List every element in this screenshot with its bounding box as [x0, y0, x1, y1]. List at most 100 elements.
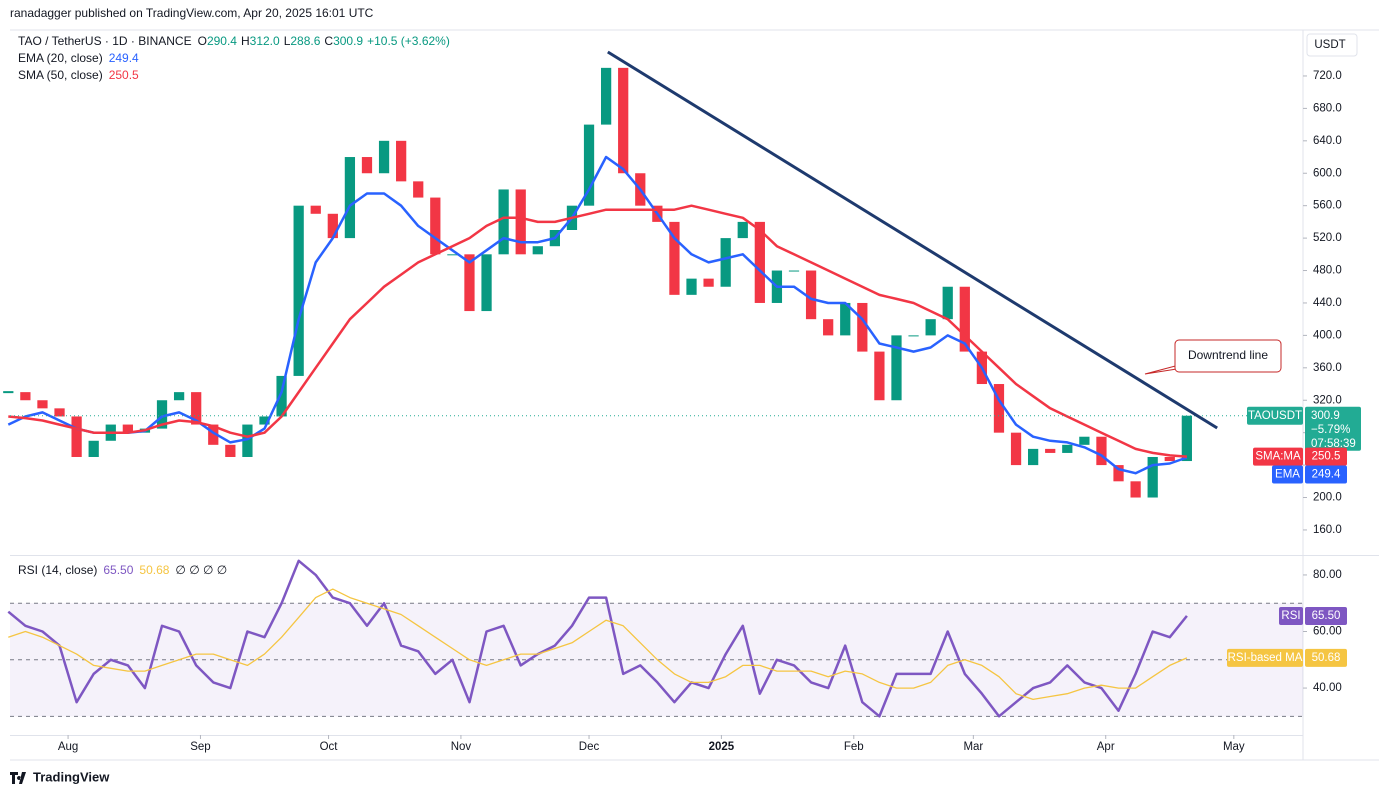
candle: [1010, 432, 1022, 466]
candle: [908, 335, 919, 337]
y-tick-label: 360.0: [1313, 362, 1342, 374]
candle: [498, 189, 509, 255]
ohlc-value: 290.4: [207, 34, 237, 48]
candle: [1181, 415, 1192, 462]
y-tick-label: 520.0: [1313, 232, 1342, 244]
candle: [686, 278, 697, 295]
candle: [515, 189, 526, 255]
candle: [1096, 436, 1107, 466]
ma-legend: EMA (20, close) 249.4: [18, 51, 139, 65]
ohlc-value: 312.0: [250, 34, 280, 48]
candle: [430, 197, 441, 255]
main-legend: TAO / TetherUS · 1D · BINANCE O290.4 H312.…: [18, 34, 450, 48]
x-tick-label: Sep: [190, 741, 210, 753]
candle: [88, 440, 99, 457]
candle: [703, 278, 714, 287]
currency-button[interactable]: [1306, 33, 1358, 57]
ma-line: [7, 155, 1188, 475]
candle: [378, 140, 390, 174]
y-tick-label: 400.0: [1313, 329, 1342, 341]
candle: [54, 408, 65, 417]
trendline: [607, 50, 1218, 430]
candle: [805, 270, 817, 320]
x-tick-label: Dec: [579, 741, 600, 753]
candle: [583, 124, 595, 206]
ohlc-key: O: [198, 34, 207, 48]
currency: USDT: [1314, 39, 1345, 51]
x-tick-label: 2025: [709, 741, 735, 753]
y-tick-label: 640.0: [1313, 135, 1342, 147]
ma-value-tag-box: [1305, 465, 1347, 484]
candle: [720, 238, 731, 287]
candle: [327, 213, 338, 239]
candle: [71, 416, 82, 457]
x-tick-label: Oct: [320, 741, 339, 753]
y-tick-label: 160.0: [1313, 524, 1342, 536]
ma-line: [8, 204, 1187, 458]
y-tick-label: 720.0: [1313, 70, 1342, 82]
ohlc-value: 288.6: [290, 34, 320, 48]
rsi-line: [7, 559, 1188, 718]
x-tick-label: Mar: [963, 741, 983, 753]
rsi-legend: RSI (14, close) 65.50 50.68 ∅ ∅ ∅ ∅: [18, 563, 227, 577]
candle: [413, 181, 424, 198]
candle: [891, 335, 902, 401]
ohlc-key: L: [284, 34, 291, 48]
y-tick-label: 480.0: [1313, 265, 1342, 277]
candle: [156, 400, 168, 429]
rsi-value-tag: 50.68: [1312, 652, 1341, 664]
rsi-value-tag: 65.50: [1312, 610, 1341, 622]
ma-legend-value: 249.4: [109, 51, 139, 65]
price-tag: 300.9: [1311, 410, 1340, 422]
candle: [925, 319, 936, 336]
candle: [618, 67, 629, 174]
annotation: Downtrend line: [1188, 348, 1268, 362]
candle: [344, 157, 356, 239]
publish-header: ranadagger published on TradingView.com,…: [10, 6, 374, 20]
y-tick-label: 560.0: [1313, 200, 1342, 212]
candle: [942, 286, 953, 320]
change: +10.5 (+3.62%): [367, 34, 450, 48]
y-tick-label: 320.0: [1313, 394, 1342, 406]
rsi-y-tick-label: 80.00: [1313, 569, 1342, 581]
ohlc-key: H: [241, 34, 250, 48]
ma-name-tag-box: [1272, 465, 1303, 484]
candle: [122, 424, 133, 433]
ohlc-value: 300.9: [333, 34, 363, 48]
price-tag-box: [1305, 406, 1361, 451]
candle: [191, 392, 202, 425]
candle: [293, 205, 304, 376]
candle: [737, 221, 748, 239]
annotation-pointer: [1144, 363, 1184, 375]
candle: [396, 140, 407, 182]
candle: [276, 375, 287, 417]
rsi-line: [8, 588, 1188, 701]
y-tick-label: 600.0: [1313, 167, 1342, 179]
candle: [840, 302, 851, 336]
ohlc-key: C: [324, 34, 333, 48]
footer-brand: TradingView: [33, 769, 110, 784]
rsi-legend-extra: ∅ ∅ ∅ ∅: [175, 563, 227, 577]
ma-value-tag: 250.5: [1312, 451, 1341, 463]
ma-value-tag: 249.4: [1312, 469, 1341, 481]
candle: [959, 286, 970, 352]
y-tick-label: 200.0: [1313, 492, 1342, 504]
y-tick-label: 440.0: [1313, 297, 1342, 309]
candle: [874, 351, 885, 401]
candle: [37, 400, 48, 409]
candle: [208, 424, 219, 445]
ma-name-tag-box: [1253, 447, 1303, 466]
candle: [464, 254, 475, 312]
rsi-value-tag-box: [1305, 648, 1347, 667]
candle: [532, 246, 543, 255]
ma-legend-name: EMA (20, close): [18, 51, 103, 65]
candle: [754, 221, 765, 303]
candle: [1045, 448, 1056, 453]
x-tick-label: Apr: [1097, 741, 1115, 753]
rsi-y-tick-label: 60.00: [1313, 626, 1342, 638]
countdown-tag: 07:58:39: [1311, 438, 1356, 450]
rsi-legend-value: 50.68: [139, 563, 169, 577]
candle: [447, 254, 458, 256]
ma-legend: SMA (50, close) 250.5: [18, 68, 139, 82]
